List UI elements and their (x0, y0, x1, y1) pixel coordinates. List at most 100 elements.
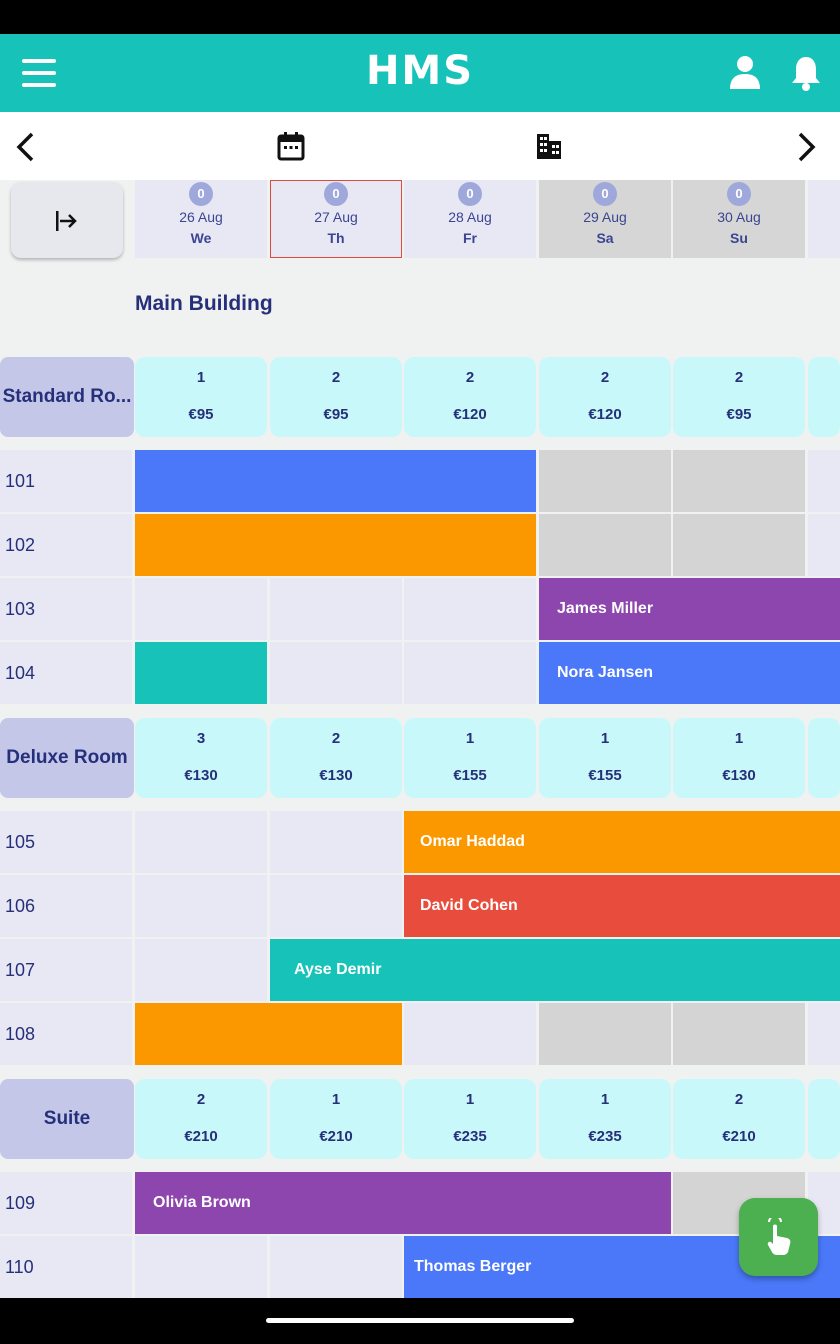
availability-cell[interactable]: 1 €155 (404, 718, 536, 798)
room-price: €95 (323, 406, 349, 423)
home-indicator[interactable] (266, 1318, 574, 1323)
available-count: 2 (734, 369, 744, 386)
status-bar (0, 0, 840, 34)
available-count: 1 (196, 369, 206, 386)
availability-cell[interactable]: 1 €235 (404, 1079, 536, 1159)
room-number[interactable]: 107 (0, 939, 132, 1001)
availability-cell-next[interactable] (808, 357, 840, 437)
reservation-bar[interactable] (135, 642, 267, 704)
availability-cell[interactable]: 2 €210 (673, 1079, 805, 1159)
menu-icon[interactable] (22, 59, 56, 87)
availability-cell[interactable]: 2 €130 (270, 718, 402, 798)
date-column-2[interactable]: 0 28 Aug Fr (404, 180, 536, 258)
room-price: €210 (319, 1128, 353, 1145)
room-number[interactable]: 102 (0, 514, 132, 576)
room-type-label[interactable]: Suite (0, 1079, 134, 1159)
day-cell[interactable] (539, 514, 671, 576)
available-count: 2 (331, 730, 341, 747)
date-column-0[interactable]: 0 26 Aug We (135, 180, 267, 258)
day-cell[interactable] (270, 875, 402, 937)
availability-cell[interactable]: 1 €95 (135, 357, 267, 437)
reservation-bar[interactable] (135, 1003, 402, 1065)
room-price: €235 (588, 1128, 622, 1145)
chevron-left-icon[interactable] (14, 132, 38, 162)
app-bar: HMS (0, 34, 840, 112)
day-cell[interactable] (135, 939, 267, 1001)
day-cell[interactable] (539, 1003, 671, 1065)
availability-cell[interactable]: 2 €120 (539, 357, 671, 437)
collapse-sidebar-button[interactable] (11, 182, 123, 258)
day-cell[interactable] (539, 450, 671, 512)
day-cell[interactable] (404, 1003, 536, 1065)
date-column-4[interactable]: 0 30 Aug Su (673, 180, 805, 258)
date-column-next[interactable] (808, 180, 840, 258)
weekday-label: Sa (596, 230, 614, 246)
date-label: 30 Aug (717, 209, 761, 225)
weekday-label: We (190, 230, 212, 246)
navigation-bar (0, 1298, 840, 1344)
room-price: €130 (722, 767, 756, 784)
availability-cell[interactable]: 1 €155 (539, 718, 671, 798)
room-number[interactable]: 105 (0, 811, 132, 873)
reservation-bar[interactable]: Omar Haddad (404, 811, 840, 873)
day-cell[interactable] (808, 514, 840, 576)
day-cell[interactable] (673, 514, 805, 576)
room-number[interactable]: 104 (0, 642, 132, 704)
date-column-1[interactable]: 0 27 Aug Th (270, 180, 402, 258)
date-column-3[interactable]: 0 29 Aug Sa (539, 180, 671, 258)
day-cell[interactable] (135, 1236, 267, 1298)
reservation-bar[interactable]: Olivia Brown (135, 1172, 671, 1234)
room-number[interactable]: 106 (0, 875, 132, 937)
available-count: 2 (331, 369, 341, 386)
date-header-row: 0 26 Aug We 0 27 Aug Th 0 28 Aug Fr 0 29 Aug Sa 0 30 … (0, 180, 840, 260)
room-number[interactable]: 110 (0, 1236, 132, 1298)
room-type-label[interactable]: Standard Ro... (0, 357, 134, 437)
date-count-badge: 0 (727, 182, 751, 206)
calendar-icon[interactable] (276, 131, 306, 161)
reservation-bar[interactable] (135, 514, 536, 576)
gesture-fab-button[interactable] (739, 1198, 818, 1276)
day-cell[interactable] (135, 875, 267, 937)
date-label: 27 Aug (314, 209, 358, 225)
day-cell[interactable] (673, 450, 805, 512)
availability-cell[interactable]: 1 €235 (539, 1079, 671, 1159)
day-cell[interactable] (135, 578, 267, 640)
day-cell[interactable] (404, 578, 536, 640)
reservation-bar[interactable]: Nora Jansen (539, 642, 840, 704)
availability-cell[interactable]: 1 €130 (673, 718, 805, 798)
room-number[interactable]: 109 (0, 1172, 132, 1234)
availability-cell[interactable]: 2 €95 (673, 357, 805, 437)
arrow-right-to-bar-icon (56, 211, 77, 231)
available-count: 1 (465, 1091, 475, 1108)
room-price: €120 (588, 406, 622, 423)
building-icon[interactable] (534, 131, 564, 161)
reservation-bar[interactable]: Ayse Demir (270, 939, 840, 1001)
availability-cell-next[interactable] (808, 718, 840, 798)
availability-cell[interactable]: 2 €120 (404, 357, 536, 437)
availability-cell[interactable]: 3 €130 (135, 718, 267, 798)
room-type-label[interactable]: Deluxe Room (0, 718, 134, 798)
day-cell[interactable] (135, 811, 267, 873)
availability-cell[interactable]: 2 €95 (270, 357, 402, 437)
day-cell[interactable] (270, 642, 402, 704)
chevron-right-icon[interactable] (794, 132, 818, 162)
day-cell[interactable] (808, 450, 840, 512)
availability-cell[interactable]: 1 €210 (270, 1079, 402, 1159)
room-number[interactable]: 108 (0, 1003, 132, 1065)
room-number[interactable]: 103 (0, 578, 132, 640)
day-cell[interactable] (673, 1003, 805, 1065)
reservation-bar[interactable] (135, 450, 536, 512)
day-cell[interactable] (270, 1236, 402, 1298)
day-cell[interactable] (270, 811, 402, 873)
reservation-bar[interactable]: David Cohen (404, 875, 840, 937)
reservation-bar[interactable]: James Miller (539, 578, 840, 640)
day-cell[interactable] (270, 578, 402, 640)
room-number[interactable]: 101 (0, 450, 132, 512)
person-icon[interactable] (728, 54, 762, 90)
available-count: 2 (600, 369, 610, 386)
day-cell[interactable] (808, 1003, 840, 1065)
availability-cell-next[interactable] (808, 1079, 840, 1159)
bell-icon[interactable] (790, 54, 822, 92)
availability-cell[interactable]: 2 €210 (135, 1079, 267, 1159)
day-cell[interactable] (404, 642, 536, 704)
